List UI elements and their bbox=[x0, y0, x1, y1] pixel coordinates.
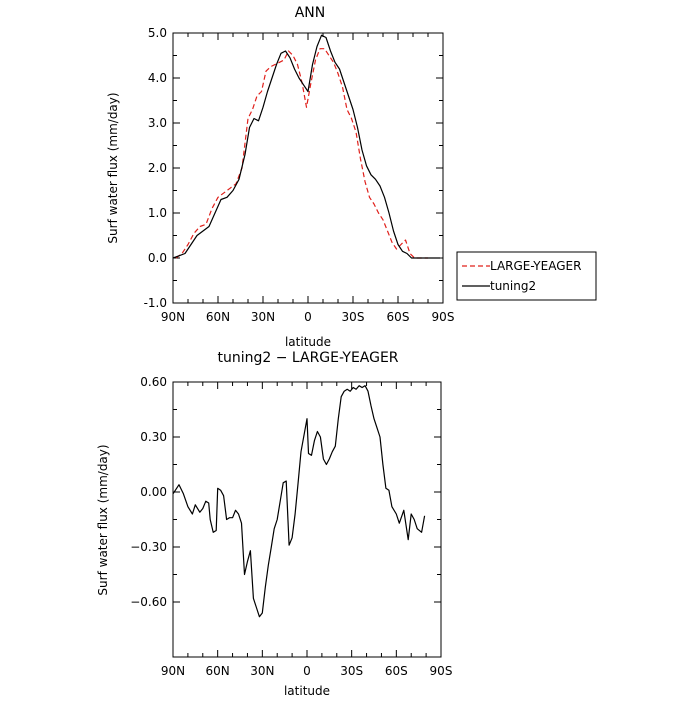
bottom-xtick-label: 60N bbox=[206, 664, 230, 678]
bottom-series-line-difference bbox=[172, 385, 426, 618]
bottom-ytick-label: 0.30 bbox=[140, 430, 167, 444]
bottom-xtick-label: 60S bbox=[385, 664, 408, 678]
top-ytick-label: 4.0 bbox=[148, 71, 167, 85]
bottom-xtick-label: 0 bbox=[303, 664, 311, 678]
legend-box bbox=[456, 251, 597, 301]
bottom-series-group bbox=[172, 385, 426, 618]
top-ytick-label: 3.0 bbox=[148, 116, 167, 130]
top-series-line-large-yeager bbox=[175, 48, 428, 259]
top-xtick-label: 0 bbox=[304, 310, 312, 324]
bottom-ytick-label: −0.30 bbox=[130, 540, 167, 554]
top-ytick-label: 2.0 bbox=[148, 161, 167, 175]
top-series-line-tuning2 bbox=[172, 34, 440, 259]
bottom-ylabel: Surf water flux (mm/day) bbox=[96, 444, 110, 595]
bottom-ticks: 90N 60N 30N 0 30S 60S 90S −0.60 −0.30 0.00 0.30 0.6… bbox=[130, 375, 452, 678]
top-ytick-label: 0.0 bbox=[148, 251, 167, 265]
bottom-ytick-label: 0.00 bbox=[140, 485, 167, 499]
top-xtick-label: 60N bbox=[206, 310, 230, 324]
top-title: ANN bbox=[295, 5, 326, 21]
bottom-ytick-label: 0.60 bbox=[140, 375, 167, 389]
legend: LARGE-YEAGER tuning2 bbox=[456, 251, 597, 301]
bottom-xlabel: latitude bbox=[284, 684, 330, 698]
top-series-group bbox=[172, 34, 440, 259]
top-xtick-label: 90S bbox=[432, 310, 455, 324]
legend-label-large-yeager: LARGE-YEAGER bbox=[490, 259, 581, 273]
bottom-xtick-label: 30N bbox=[250, 664, 274, 678]
top-ylabel: Surf water flux (mm/day) bbox=[106, 92, 120, 243]
legend-label-tuning2: tuning2 bbox=[490, 279, 536, 293]
bottom-panel: tuning2 − LARGE-YEAGER 90N 60N 30N 0 30S 60S 9… bbox=[96, 350, 452, 698]
top-ytick-label: -1.0 bbox=[144, 296, 167, 310]
bottom-ytick-label: −0.60 bbox=[130, 595, 167, 609]
top-xtick-label: 90N bbox=[161, 310, 185, 324]
top-xtick-label: 30S bbox=[342, 310, 365, 324]
top-ytick-label: 5.0 bbox=[148, 26, 167, 40]
top-panel: ANN 90N 60N 30N 0 30S 60S 90S -1.0 0.0 1.0 2.0 3.0 4… bbox=[106, 5, 454, 349]
top-ticks: 90N 60N 30N 0 30S 60S 90S -1.0 0.0 1.0 2.0 3.0 4.0 5.… bbox=[144, 26, 455, 324]
top-xtick-label: 60S bbox=[387, 310, 410, 324]
top-xlabel: latitude bbox=[285, 335, 331, 349]
top-xtick-label: 30N bbox=[251, 310, 275, 324]
bottom-xtick-label: 90N bbox=[161, 664, 185, 678]
bottom-xtick-label: 90S bbox=[430, 664, 453, 678]
bottom-title: tuning2 − LARGE-YEAGER bbox=[217, 350, 398, 366]
top-ytick-label: 1.0 bbox=[148, 206, 167, 220]
top-plot-frame bbox=[172, 32, 444, 304]
bottom-xtick-label: 30S bbox=[340, 664, 363, 678]
